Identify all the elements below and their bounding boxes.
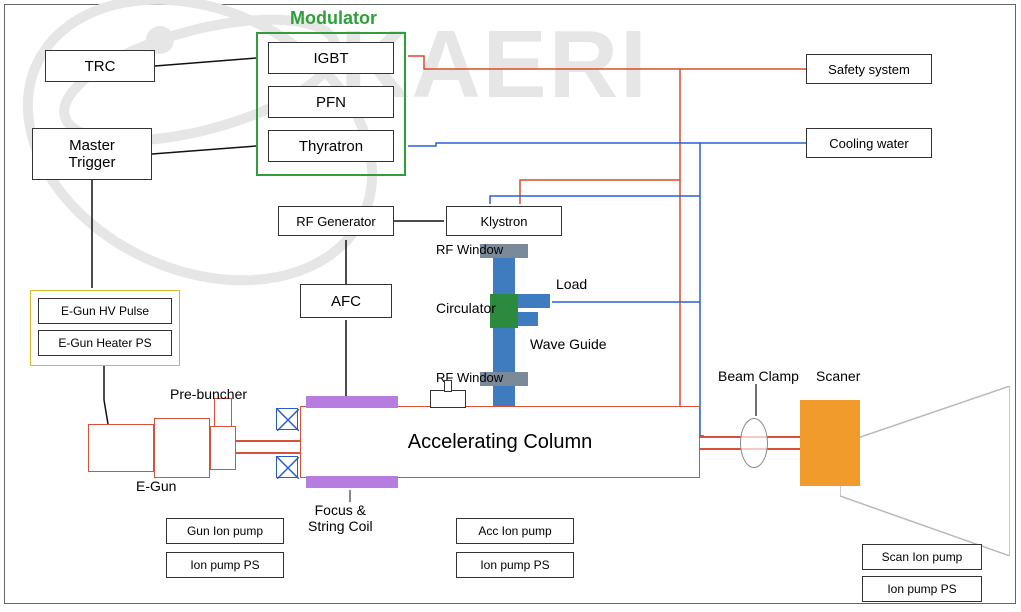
load-label: Load bbox=[556, 276, 587, 292]
cooling-box: Cooling water bbox=[806, 128, 932, 158]
focus-coil-top bbox=[276, 408, 298, 430]
focus-coil-label: Focus & String Coil bbox=[308, 502, 373, 534]
beam-clamp-ring bbox=[740, 418, 768, 468]
prebuncher-top bbox=[214, 398, 232, 428]
waveguide-to-column bbox=[493, 386, 515, 406]
purple-bar-top bbox=[306, 396, 398, 408]
pfn-box: PFN bbox=[268, 86, 394, 118]
focus-coil-bot bbox=[276, 456, 298, 478]
egun-hv-box: E-Gun HV Pulse bbox=[38, 298, 172, 324]
ion-ps1-box: Ion pump PS bbox=[166, 552, 284, 578]
rf-port-stub bbox=[430, 390, 466, 408]
egun-body-1 bbox=[88, 424, 154, 472]
klystron-box: Klystron bbox=[446, 206, 562, 236]
rf-gen-box: RF Generator bbox=[278, 206, 394, 236]
rfwin-top-label: RF Window bbox=[436, 242, 503, 257]
scan-ion-box: Scan Ion pump bbox=[862, 544, 982, 570]
gun-ion-box: Gun Ion pump bbox=[166, 518, 284, 544]
scaner-label: Scaner bbox=[816, 368, 860, 384]
acc-ion-box: Acc Ion pump bbox=[456, 518, 574, 544]
ion-ps3-box: Ion pump PS bbox=[862, 576, 982, 602]
beam-clamp-label: Beam Clamp bbox=[718, 368, 799, 384]
load-stub-1 bbox=[518, 294, 550, 308]
trc-box: TRC bbox=[45, 50, 155, 82]
circulator-label: Circulator bbox=[436, 300, 496, 316]
master-trigger-box: Master Trigger bbox=[32, 128, 152, 180]
egun-body-2 bbox=[154, 418, 210, 478]
safety-box: Safety system bbox=[806, 54, 932, 84]
accelerating-column: Accelerating Column bbox=[300, 406, 700, 478]
scanner-horn bbox=[840, 386, 1010, 556]
prebuncher-label: Pre-buncher bbox=[170, 386, 247, 402]
scanner-block bbox=[800, 400, 860, 486]
afc-box: AFC bbox=[300, 284, 392, 318]
beam-tube-left bbox=[236, 440, 300, 454]
thyratron-box: Thyratron bbox=[268, 130, 394, 162]
prebuncher-body bbox=[210, 426, 236, 470]
ion-ps2-box: Ion pump PS bbox=[456, 552, 574, 578]
egun-label: E-Gun bbox=[136, 478, 176, 494]
egun-heater-box: E-Gun Heater PS bbox=[38, 330, 172, 356]
igbt-box: IGBT bbox=[268, 42, 394, 74]
load-stub-2 bbox=[518, 312, 538, 326]
rf-port-nipple bbox=[444, 380, 452, 392]
modulator-label: Modulator bbox=[290, 8, 377, 29]
purple-bar-bot bbox=[306, 476, 398, 488]
waveguide-label: Wave Guide bbox=[530, 336, 607, 352]
